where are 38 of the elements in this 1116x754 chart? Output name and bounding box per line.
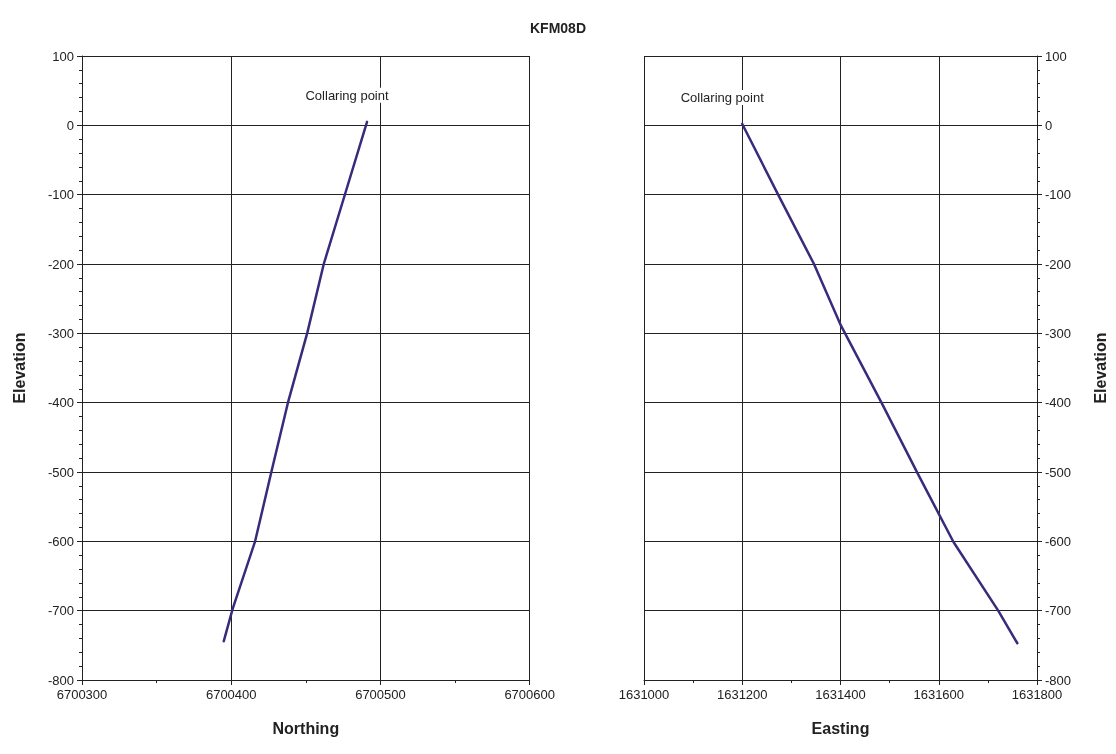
x-tick-label: 6700600 [504, 687, 556, 702]
annotation: Collaring point [305, 87, 389, 103]
x-tick-label: 6700300 [56, 687, 108, 702]
x-tick-label: 1631600 [913, 687, 965, 702]
annotation: Collaring point [680, 89, 765, 105]
y-tick-label: -700 [1045, 603, 1072, 619]
x-tick-label: 6700400 [205, 687, 257, 702]
text: KFM08D [529, 20, 587, 36]
x-tick-label: 1631200 [716, 687, 768, 702]
x-tick-label: 1631400 [815, 687, 866, 702]
x-axis-title: Easting [811, 719, 870, 737]
y-tick-label: -600 [47, 533, 74, 549]
y-tick-label: -300 [1045, 325, 1072, 341]
y-tick-label: -800 [47, 672, 74, 688]
y-tick-label: -400 [1045, 395, 1072, 411]
y-tick-label: -400 [47, 395, 74, 411]
y-tick-label: -100 [1045, 187, 1072, 203]
y-tick-label: 0 [1045, 117, 1053, 133]
line-series [222, 120, 369, 643]
x-tick-label: 1631800 [1011, 687, 1063, 702]
y-tick-label: -700 [47, 603, 74, 619]
y-tick-label: -800 [1045, 672, 1072, 688]
y-tick-label: 100 [1045, 48, 1067, 64]
x-axis-title: Northing [272, 719, 340, 737]
line-series [741, 122, 1019, 645]
y-tick-label: -500 [47, 464, 74, 480]
y-tick-label: -200 [47, 256, 74, 272]
y-tick-label: 100 [52, 48, 74, 64]
y-axis-title: Elevation [1091, 332, 1109, 404]
y-tick-label: -200 [1045, 256, 1072, 272]
y-tick-label: -500 [1045, 464, 1072, 480]
y-tick-label: 0 [66, 117, 74, 133]
y-tick-label: -600 [1045, 533, 1072, 549]
y-tick-label: -100 [47, 187, 74, 203]
x-tick-label: 6700500 [355, 687, 406, 702]
x-tick-label: 1631000 [618, 687, 670, 702]
y-axis-title: Elevation [10, 332, 28, 404]
y-tick-label: -300 [47, 325, 74, 341]
